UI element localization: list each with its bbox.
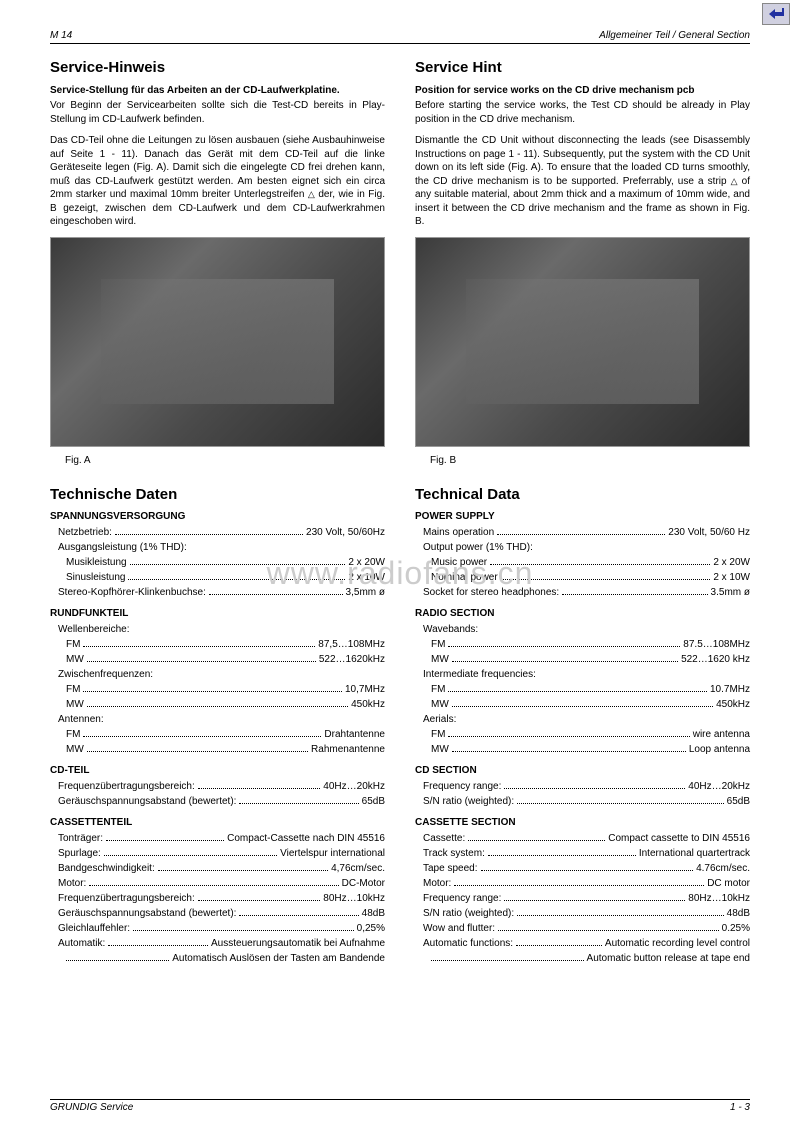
spec-row: FMDrahtantenne: [50, 727, 385, 742]
spec-row: Wavebands:: [415, 622, 750, 637]
techdata-title-de: Technische Daten: [50, 486, 385, 503]
spec-row: Nominal power2 x 10W: [415, 570, 750, 585]
spec-row: Track system:International quartertrack: [415, 846, 750, 861]
spec-row: Frequency range:80Hz…10kHz: [415, 891, 750, 906]
spec-row: S/N ratio (weighted):65dB: [415, 794, 750, 809]
spec-row: Cassette:Compact cassette to DIN 45516: [415, 831, 750, 846]
spec-row: MWRahmenantenne: [50, 742, 385, 757]
power-head-en: POWER SUPPLY: [415, 511, 750, 522]
cassette-head-de: CASSETTENTEIL: [50, 817, 385, 828]
techdata-title-en: Technical Data: [415, 486, 750, 503]
cassette-head-en: CASSETTE SECTION: [415, 817, 750, 828]
header-right: Allgemeiner Teil / General Section: [599, 30, 750, 41]
spec-row: MW450kHz: [50, 697, 385, 712]
spec-row: Frequenzübertragungsbereich:80Hz…10kHz: [50, 891, 385, 906]
spec-row: Geräuschspannungsabstand (bewertet):48dB: [50, 906, 385, 921]
power-head-de: SPANNUNGSVERSORGUNG: [50, 511, 385, 522]
cd-head-de: CD-TEIL: [50, 765, 385, 776]
content-columns: Service-Hinweis Service-Stellung für das…: [50, 59, 750, 1089]
spec-row: Automatik:Aussteuerungsautomatik bei Auf…: [50, 936, 385, 951]
spec-row: FM10,7MHz: [50, 682, 385, 697]
right-column: Service Hint Position for service works …: [415, 59, 750, 1089]
spec-row: Zwischenfrequenzen:: [50, 667, 385, 682]
spec-row: Motor:DC-Motor: [50, 876, 385, 891]
service-subtitle-en: Position for service works on the CD dri…: [415, 84, 750, 97]
cd-head-en: CD SECTION: [415, 765, 750, 776]
spec-row: FMwire antenna: [415, 727, 750, 742]
page-header: M 14 Allgemeiner Teil / General Section: [50, 30, 750, 44]
spec-row: FM10.7MHz: [415, 682, 750, 697]
spec-row: Ausgangsleistung (1% THD):: [50, 540, 385, 555]
radio-head-en: RADIO SECTION: [415, 608, 750, 619]
return-arrow-icon: [766, 7, 786, 21]
spec-row: MW450kHz: [415, 697, 750, 712]
radio-head-de: RUNDFUNKTEIL: [50, 608, 385, 619]
spec-row: MW522…1620kHz: [50, 652, 385, 667]
spec-row: FM87,5…108MHz: [50, 637, 385, 652]
triangle-icon: △: [308, 188, 315, 200]
left-column: Service-Hinweis Service-Stellung für das…: [50, 59, 385, 1089]
service-p1-de: Vor Beginn der Servicearbeiten sollte si…: [50, 99, 385, 126]
spec-row: MW522…1620 kHz: [415, 652, 750, 667]
spec-row: Output power (1% THD):: [415, 540, 750, 555]
spec-row: Mains operation230 Volt, 50/60 Hz: [415, 525, 750, 540]
figure-a-label: Fig. A: [50, 455, 385, 466]
spec-row: S/N ratio (weighted):48dB: [415, 906, 750, 921]
triangle-icon: △: [731, 175, 738, 187]
page-container: M 14 Allgemeiner Teil / General Section …: [0, 0, 800, 1133]
spec-row: Socket for stereo headphones:3.5mm ø: [415, 585, 750, 600]
figure-a-image: [50, 237, 385, 447]
spec-row: Musikleistung2 x 20W: [50, 555, 385, 570]
header-left: M 14: [50, 30, 72, 41]
spec-row: Antennen:: [50, 712, 385, 727]
spec-row: FM87.5…108MHz: [415, 637, 750, 652]
service-title-en: Service Hint: [415, 59, 750, 76]
spec-row: xAutomatic button release at tape end: [415, 951, 750, 966]
spec-row: Music power2 x 20W: [415, 555, 750, 570]
spec-row: Wellenbereiche:: [50, 622, 385, 637]
spec-row: MWLoop antenna: [415, 742, 750, 757]
spec-row: Frequenzübertragungsbereich:40Hz…20kHz: [50, 779, 385, 794]
service-subtitle-de: Service-Stellung für das Arbeiten an der…: [50, 84, 385, 97]
service-title-de: Service-Hinweis: [50, 59, 385, 76]
spec-row: Gleichlauffehler:0,25%: [50, 921, 385, 936]
spec-row: Geräuschspannungsabstand (bewertet):65dB: [50, 794, 385, 809]
figure-b-label: Fig. B: [415, 455, 750, 466]
spec-row: Spurlage:Viertelspur international: [50, 846, 385, 861]
spec-row: Netzbetrieb:230 Volt, 50/60Hz: [50, 525, 385, 540]
spec-row: Bandgeschwindigkeit:4,76cm/sec.: [50, 861, 385, 876]
spec-row: Intermediate frequencies:: [415, 667, 750, 682]
spec-row: Wow and flutter:0.25%: [415, 921, 750, 936]
spec-row: Motor:DC motor: [415, 876, 750, 891]
service-p2-de: Das CD-Teil ohne die Leitungen zu lösen …: [50, 134, 385, 229]
spec-row: Automatic functions:Automatic recording …: [415, 936, 750, 951]
spec-row: Sinusleistung2 x 10W: [50, 570, 385, 585]
page-footer: GRUNDIG Service 1 - 3: [50, 1099, 750, 1113]
footer-left: GRUNDIG Service: [50, 1102, 133, 1113]
spec-row: xAutomatisch Auslösen der Tasten am Band…: [50, 951, 385, 966]
spec-row: Frequency range:40Hz…20kHz: [415, 779, 750, 794]
service-p2-en: Dismantle the CD Unit without disconnect…: [415, 134, 750, 229]
spec-row: Tape speed:4.76cm/sec.: [415, 861, 750, 876]
figure-b-image: [415, 237, 750, 447]
spec-row: Tonträger:Compact-Cassette nach DIN 4551…: [50, 831, 385, 846]
service-p1-en: Before starting the service works, the T…: [415, 99, 750, 126]
return-button[interactable]: [762, 3, 790, 25]
footer-right: 1 - 3: [730, 1102, 750, 1113]
spec-row: Aerials:: [415, 712, 750, 727]
spec-row: Stereo-Kopfhörer-Klinkenbuchse:3,5mm ø: [50, 585, 385, 600]
